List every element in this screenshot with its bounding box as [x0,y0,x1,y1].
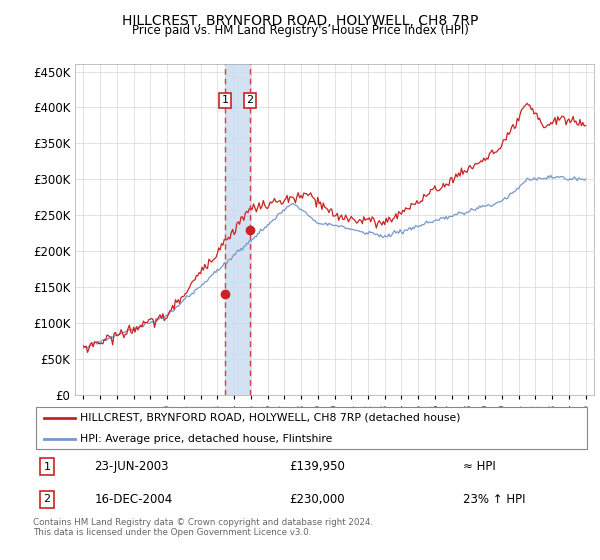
Text: HILLCREST, BRYNFORD ROAD, HOLYWELL, CH8 7RP (detached house): HILLCREST, BRYNFORD ROAD, HOLYWELL, CH8 … [80,413,461,423]
Text: HPI: Average price, detached house, Flintshire: HPI: Average price, detached house, Flin… [80,435,333,444]
Text: Contains HM Land Registry data © Crown copyright and database right 2024.
This d: Contains HM Land Registry data © Crown c… [33,518,373,538]
FancyBboxPatch shape [36,407,587,449]
Text: 23% ↑ HPI: 23% ↑ HPI [463,493,525,506]
Text: £230,000: £230,000 [290,493,346,506]
Text: £139,950: £139,950 [290,460,346,473]
Bar [225,64,250,395]
Text: HILLCREST, BRYNFORD ROAD, HOLYWELL, CH8 7RP: HILLCREST, BRYNFORD ROAD, HOLYWELL, CH8 … [122,14,478,28]
Text: ≈ HPI: ≈ HPI [463,460,496,473]
Text: 2: 2 [247,95,254,105]
Text: Price paid vs. HM Land Registry's House Price Index (HPI): Price paid vs. HM Land Registry's House … [131,24,469,37]
Text: 23-JUN-2003: 23-JUN-2003 [94,460,169,473]
Text: 1: 1 [221,95,229,105]
Text: 16-DEC-2004: 16-DEC-2004 [94,493,173,506]
Text: 1: 1 [43,461,50,472]
Text: 2: 2 [43,494,50,505]
